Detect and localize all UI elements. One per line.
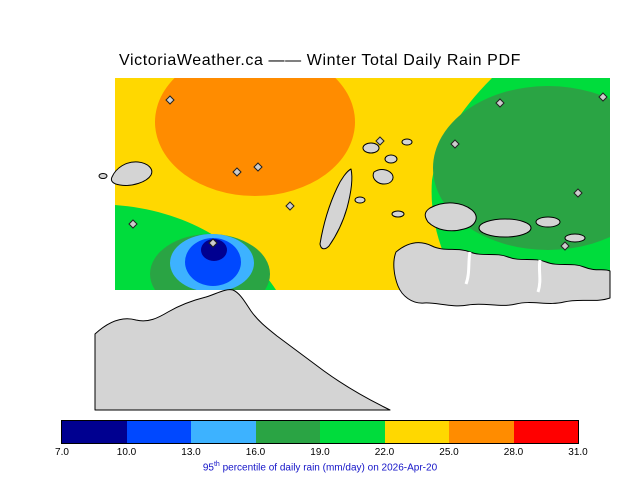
peninsula-spike — [319, 168, 353, 250]
caption-base: 95 — [202, 462, 214, 474]
station-marker — [208, 238, 218, 248]
caption-superscript: th — [213, 461, 220, 468]
colorbar-tick-label: 28.0 — [503, 447, 524, 458]
colorbar — [61, 420, 579, 444]
island — [564, 233, 586, 243]
colorbar-segment — [320, 421, 385, 443]
caption-rest: percentile of daily rain (mm/day) on 202… — [219, 462, 438, 474]
land-layer — [94, 138, 611, 411]
colorbar-segment — [62, 421, 127, 443]
station-marker — [560, 241, 570, 251]
station-marker — [375, 136, 385, 146]
station-marker — [573, 188, 583, 198]
station-marker — [165, 95, 175, 105]
colorbar-segments — [62, 421, 578, 443]
station-marker — [128, 219, 138, 229]
colorbar-labels: 7.0 10.0 13.0 16.0 19.0 22.0 25.0 28.0 31.0 — [55, 447, 588, 459]
contour-orange-blob — [155, 78, 355, 196]
islet — [384, 154, 398, 164]
inlet-channel — [536, 259, 542, 293]
station-marker — [450, 139, 460, 149]
island — [478, 218, 532, 238]
colorbar-tick-label: 19.0 — [310, 447, 330, 458]
west-island — [110, 161, 153, 186]
islet — [401, 138, 413, 146]
colorbar-tick-label: 25.0 — [439, 447, 459, 458]
colorbar-tick-label: 22.0 — [374, 447, 395, 458]
caption: 95th percentile of daily rain (mm/day) o… — [0, 461, 640, 473]
station-marker — [253, 162, 263, 172]
contour-field — [115, 78, 610, 290]
colorbar-segment — [126, 421, 191, 443]
station-marker — [232, 167, 242, 177]
page-title: VictoriaWeather.ca —— Winter Total Daily… — [119, 52, 521, 69]
contour-darkgreen-east — [433, 86, 610, 250]
station-marker — [598, 92, 608, 102]
colorbar-segment — [384, 421, 449, 443]
colorbar-tick-label: 10.0 — [116, 447, 137, 458]
islet — [372, 169, 394, 185]
island — [535, 216, 561, 228]
west-islet — [98, 173, 108, 179]
islet — [391, 210, 405, 218]
colorbar-segment — [449, 421, 514, 443]
colorbar-tick-label: 31.0 — [568, 447, 588, 458]
station-marker — [285, 201, 295, 211]
colorbar-segment — [255, 421, 320, 443]
colorbar-segment — [191, 421, 256, 443]
colorbar-tick-label: 16.0 — [245, 447, 266, 458]
contour-navy-core — [201, 239, 227, 261]
station-markers-layer — [128, 92, 608, 251]
station-marker — [495, 98, 505, 108]
islet — [362, 142, 380, 154]
colorbar-segment — [513, 421, 578, 443]
colorbar-tick-label: 7.0 — [55, 447, 69, 458]
islet — [354, 196, 366, 204]
island-large — [424, 202, 477, 232]
coastline-south-landmass — [94, 289, 391, 411]
inlet-channel — [464, 251, 472, 285]
colorbar-tick-label: 13.0 — [181, 447, 201, 458]
